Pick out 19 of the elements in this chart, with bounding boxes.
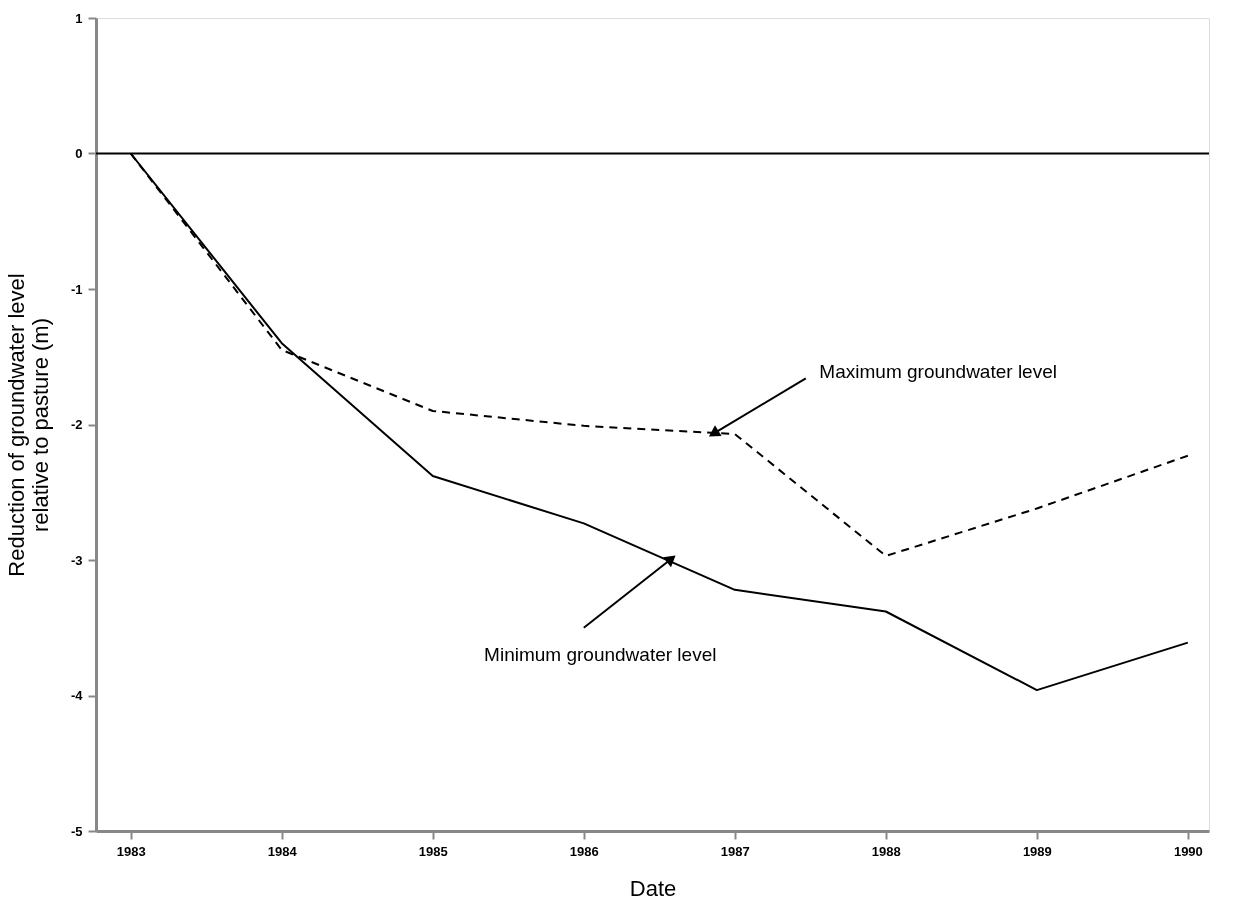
x-tick-label: 1987 [720, 843, 750, 859]
x-tick-label: 1985 [418, 843, 448, 859]
annotation: Minimum groundwater level [484, 643, 717, 665]
y-axis-title: Reduction of groundwater level relative to pasture (m) [3, 273, 53, 577]
y-tick-label: -1 [70, 281, 83, 297]
x-tick-label: 1983 [116, 843, 146, 859]
y-tick-label: 1 [75, 10, 83, 26]
x-tick-label: 1986 [569, 843, 599, 859]
y-tick-label: -3 [70, 552, 83, 568]
x-tick-label: 1984 [267, 843, 298, 859]
y-tick-label: -5 [70, 823, 83, 839]
y-tick-label: -4 [70, 688, 84, 703]
x-tick-label: 1988 [871, 843, 901, 859]
x-tick-label: 1989 [1022, 843, 1052, 859]
x-axis-title: Date [629, 875, 677, 901]
x-tick-label: 1990 [1173, 843, 1203, 859]
y-tick-label: -2 [70, 417, 83, 432]
annotation: Maximum groundwater level [819, 360, 1057, 382]
y-tick-label: 0 [75, 146, 83, 161]
